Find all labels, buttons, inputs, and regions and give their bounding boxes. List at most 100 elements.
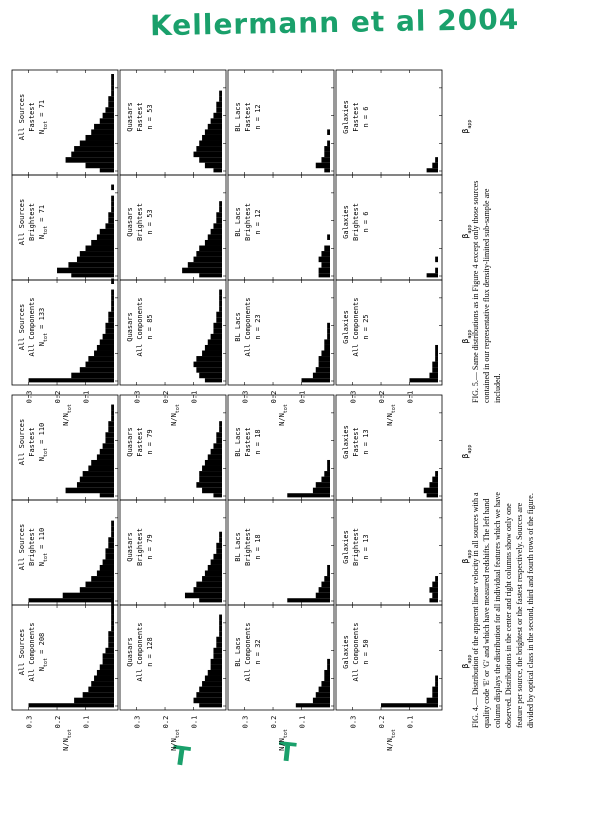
value-tick-label: 0.1 (407, 391, 415, 404)
histogram-bar (108, 96, 114, 102)
histogram-bar (321, 581, 330, 588)
panel-label-count: n = 53 (146, 209, 154, 234)
panel-label-count: n = 53 (146, 104, 154, 129)
histogram-bar (204, 344, 222, 351)
panel-label-class: BL Lacs (234, 532, 242, 562)
histogram-bar (210, 448, 222, 455)
histogram-bar (318, 356, 330, 362)
histogram-bar (318, 267, 330, 274)
histogram-bar (435, 471, 438, 477)
panel-label-selection: All Components (136, 297, 144, 356)
panel-label-count: Ntot = 110 (38, 528, 49, 567)
panel-label-class: Galaxies (342, 100, 350, 134)
histogram-bar (88, 465, 114, 472)
histogram-panel: Quasars Brightest n = 79 (119, 499, 227, 606)
value-axis-label: N/Ntot (170, 729, 181, 751)
panel-label-selection: Brightest (244, 203, 252, 241)
histogram-bar (111, 531, 114, 538)
histogram-bar (108, 426, 114, 433)
histogram-bar (74, 697, 114, 704)
histogram-bar (28, 703, 114, 708)
histogram-bar (426, 168, 438, 173)
histogram-bar (426, 697, 438, 704)
value-tick-label: 0.2 (54, 391, 62, 404)
histogram-bar (94, 675, 114, 682)
histogram-bar (111, 79, 114, 86)
histogram-panel: Galaxies All Components n = 25 0.1 0.2 0.3 N/N… (335, 279, 473, 426)
histogram-bar (409, 378, 438, 383)
caption-line: included. (493, 373, 502, 403)
histogram-bar (202, 487, 222, 494)
histogram-bar (219, 426, 222, 433)
histogram-bar (318, 587, 330, 593)
histogram-bar (318, 686, 330, 693)
value-axis-label: N/Ntot (278, 404, 289, 426)
value-axis-label: N/Ntot (62, 729, 73, 751)
histogram-panel: Quasars Fastest n = 79 (119, 394, 227, 501)
value-tick-label: 0.2 (378, 391, 386, 404)
histogram-bar (435, 681, 438, 687)
value-tick-label: 0.3 (242, 391, 250, 404)
histogram-bar (435, 157, 438, 163)
panel-label-count: n = 12 (254, 209, 262, 234)
histogram-bar (193, 361, 222, 368)
histogram-bar (324, 168, 330, 173)
value-axis-label: N/Ntot (386, 729, 397, 751)
value-tick-label: 0.1 (299, 716, 307, 729)
histogram-bar (207, 669, 222, 676)
histogram-panel: Quasars Fastest n = 53 (119, 69, 227, 176)
histogram-bar (321, 681, 330, 687)
caption-line: FIG. 4.— Distribution of the apparent li… (471, 492, 480, 728)
panel-label-class: Galaxies (342, 530, 350, 564)
histogram-bar (324, 576, 330, 582)
histogram-bar (111, 201, 114, 207)
histogram-bar (432, 476, 438, 483)
histogram-bar (85, 134, 114, 141)
panel-label-selection: Brightest (352, 528, 360, 566)
histogram-bar (327, 459, 330, 466)
value-axis-label: N/Ntot (170, 404, 181, 426)
caption-line: divided by optical class in the second, … (526, 493, 535, 728)
histogram-bar (71, 372, 114, 379)
panel-label-selection: Brightest (28, 203, 36, 241)
histogram-bar (105, 107, 114, 113)
histogram-panel: Quasars Brightest n = 53 (119, 174, 227, 281)
histogram-bar (74, 146, 114, 152)
panel-label-selection: Fastest (28, 427, 36, 457)
panel-label-count: Ntot = 71 (38, 205, 49, 239)
histogram-bar (219, 531, 222, 538)
histogram-bar (111, 526, 114, 532)
caption-line: observed. Distributions in the center an… (504, 503, 513, 728)
histogram-bar (65, 487, 114, 494)
panel-label-selection: All Components (136, 622, 144, 681)
histogram-bar (435, 267, 438, 274)
histogram-bar (210, 664, 222, 670)
histogram-bar (79, 367, 114, 373)
histogram-bar (99, 118, 114, 124)
panel-label-selection: Fastest (136, 102, 144, 132)
histogram-bar (435, 256, 438, 263)
panel-label-class: Quasars (126, 532, 134, 562)
caption-line: FIG. 5.— Same distributions as in Figure… (471, 181, 480, 403)
value-tick-label: 0.1 (83, 716, 91, 729)
panel-label-class: Quasars (126, 637, 134, 667)
histogram-bar (99, 168, 114, 173)
histogram-bar (85, 581, 114, 588)
histogram-bar (213, 443, 222, 449)
histogram-bar (111, 195, 114, 202)
histogram-bar (91, 129, 114, 135)
histogram-panel: BL Lacs Fastest n = 18 (227, 394, 335, 501)
histogram-bar (102, 658, 114, 665)
histogram-bar (315, 367, 330, 373)
histogram-bar (295, 703, 330, 708)
histogram-bar (213, 493, 222, 498)
histogram-bar (219, 289, 222, 296)
caption-line: feature per source, the brightest or the… (515, 502, 524, 728)
histogram-panel: BL Lacs Brightest n = 12 (227, 174, 335, 281)
histogram-bar (216, 212, 222, 218)
histogram-bar (199, 157, 222, 163)
histogram-bar (105, 647, 114, 654)
panel-label-count: n = 13 (362, 429, 370, 454)
histogram-bar (85, 361, 114, 368)
